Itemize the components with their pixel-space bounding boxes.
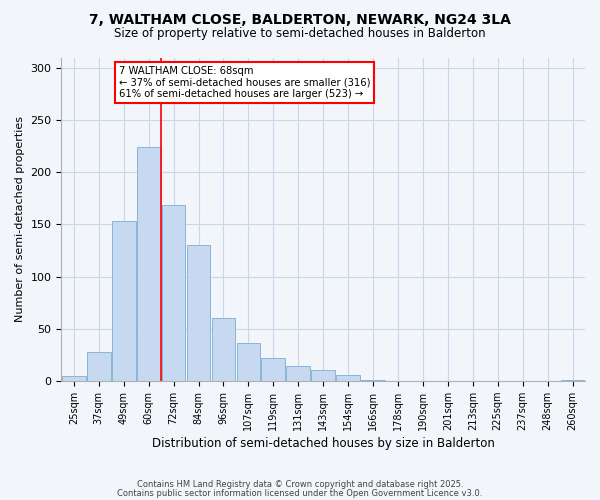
- Bar: [286, 366, 310, 381]
- Bar: [212, 318, 235, 381]
- Bar: [112, 222, 136, 381]
- Bar: [336, 374, 360, 381]
- Bar: [162, 204, 185, 381]
- X-axis label: Distribution of semi-detached houses by size in Balderton: Distribution of semi-detached houses by …: [152, 437, 494, 450]
- Bar: [137, 147, 161, 381]
- Text: 7 WALTHAM CLOSE: 68sqm
← 37% of semi-detached houses are smaller (316)
61% of se: 7 WALTHAM CLOSE: 68sqm ← 37% of semi-det…: [119, 66, 370, 99]
- Bar: [62, 376, 86, 381]
- Text: Contains HM Land Registry data © Crown copyright and database right 2025.: Contains HM Land Registry data © Crown c…: [137, 480, 463, 489]
- Bar: [262, 358, 285, 381]
- Bar: [187, 245, 211, 381]
- Bar: [361, 380, 385, 381]
- Bar: [560, 380, 584, 381]
- Text: Size of property relative to semi-detached houses in Balderton: Size of property relative to semi-detach…: [114, 28, 486, 40]
- Bar: [236, 344, 260, 381]
- Bar: [311, 370, 335, 381]
- Text: Contains public sector information licensed under the Open Government Licence v3: Contains public sector information licen…: [118, 490, 482, 498]
- Y-axis label: Number of semi-detached properties: Number of semi-detached properties: [15, 116, 25, 322]
- Text: 7, WALTHAM CLOSE, BALDERTON, NEWARK, NG24 3LA: 7, WALTHAM CLOSE, BALDERTON, NEWARK, NG2…: [89, 12, 511, 26]
- Bar: [87, 352, 110, 381]
